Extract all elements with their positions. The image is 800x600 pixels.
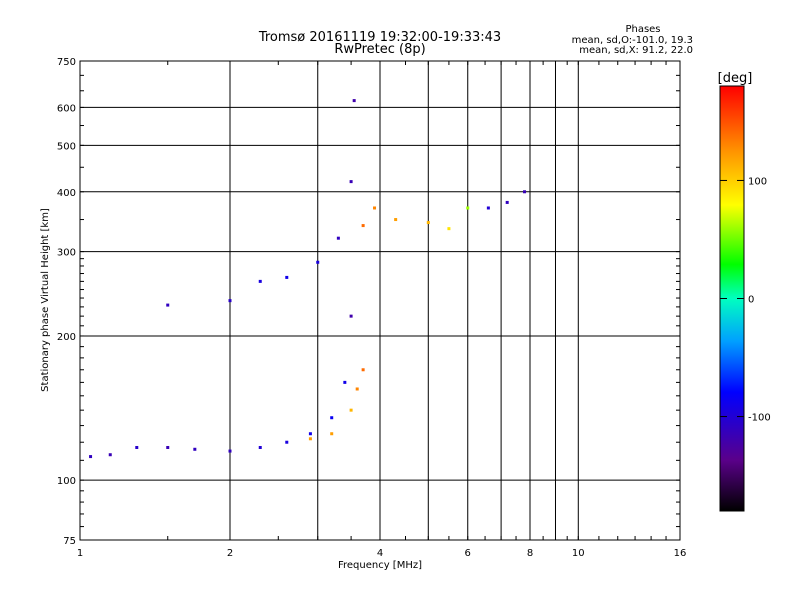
chart-subtitle: RwPretec (8p) (334, 42, 425, 57)
x-tick-label: 4 (377, 548, 383, 559)
y-tick-label: 75 (63, 536, 76, 547)
data-point (316, 260, 320, 264)
data-point (466, 206, 470, 210)
data-points (89, 99, 527, 459)
x-axis-ticks: 1 2 4 6 8 10 16 (77, 61, 687, 559)
y-axis-label: Stationary phase Virtual Height [km] (40, 208, 51, 392)
data-point (135, 445, 139, 449)
data-point (193, 447, 197, 451)
y-axis-ticks: 75 100 200 300 400 500 600 750 (57, 57, 680, 547)
x-axis-label: Frequency [MHz] (338, 560, 422, 571)
phases-title: Phases (625, 24, 660, 35)
data-point (308, 437, 312, 441)
data-point (89, 455, 93, 459)
data-point (355, 387, 359, 391)
x-tick-label: 10 (572, 548, 585, 559)
data-point (258, 445, 262, 449)
data-point (228, 449, 232, 453)
phases-line-o: mean, sd,O:-101.0, 19.3 (572, 35, 693, 46)
y-tick-label: 100 (57, 476, 76, 487)
data-point (330, 416, 334, 420)
data-point (394, 218, 398, 222)
data-point (349, 180, 353, 184)
data-point (349, 314, 353, 318)
y-tick-label: 750 (57, 57, 76, 68)
data-point (373, 206, 377, 210)
colorbar-tick-label: 100 (748, 176, 767, 187)
data-point (486, 206, 490, 210)
data-point (447, 227, 451, 231)
data-point (352, 99, 356, 103)
phases-line-x: mean, sd,X: 91.2, 22.0 (579, 45, 693, 56)
colorbar-label: [deg] (718, 71, 753, 86)
y-tick-label: 200 (57, 332, 76, 343)
data-point (336, 236, 340, 240)
data-point (349, 408, 353, 412)
data-point (361, 368, 365, 372)
data-point (166, 303, 170, 307)
x-tick-label: 2 (227, 548, 233, 559)
data-point (330, 432, 334, 436)
data-point (285, 275, 289, 279)
y-tick-label: 400 (57, 188, 76, 199)
y-tick-label: 500 (57, 141, 76, 152)
data-point (285, 440, 289, 444)
data-point (343, 380, 347, 384)
data-point (523, 190, 527, 194)
data-point (228, 299, 232, 303)
data-point (108, 453, 112, 457)
data-point (166, 445, 170, 449)
colorbar-tick-label: 0 (748, 295, 754, 306)
x-tick-label: 16 (674, 548, 687, 559)
y-tick-label: 300 (57, 248, 76, 259)
colorbar-ticks: 100 0 -100 (720, 176, 771, 424)
x-tick-label: 1 (77, 548, 83, 559)
chart-title: Tromsø 20161119 19:32:00-19:33:43 (258, 30, 501, 45)
y-tick-label: 600 (57, 103, 76, 114)
data-point (426, 221, 430, 225)
data-point (308, 432, 312, 436)
x-tick-label: 8 (527, 548, 533, 559)
data-point (361, 224, 365, 228)
grid-lines (80, 61, 680, 540)
data-point (505, 200, 509, 204)
colorbar-tick-label: -100 (748, 413, 771, 424)
x-tick-label: 6 (465, 548, 471, 559)
data-point (258, 279, 262, 283)
